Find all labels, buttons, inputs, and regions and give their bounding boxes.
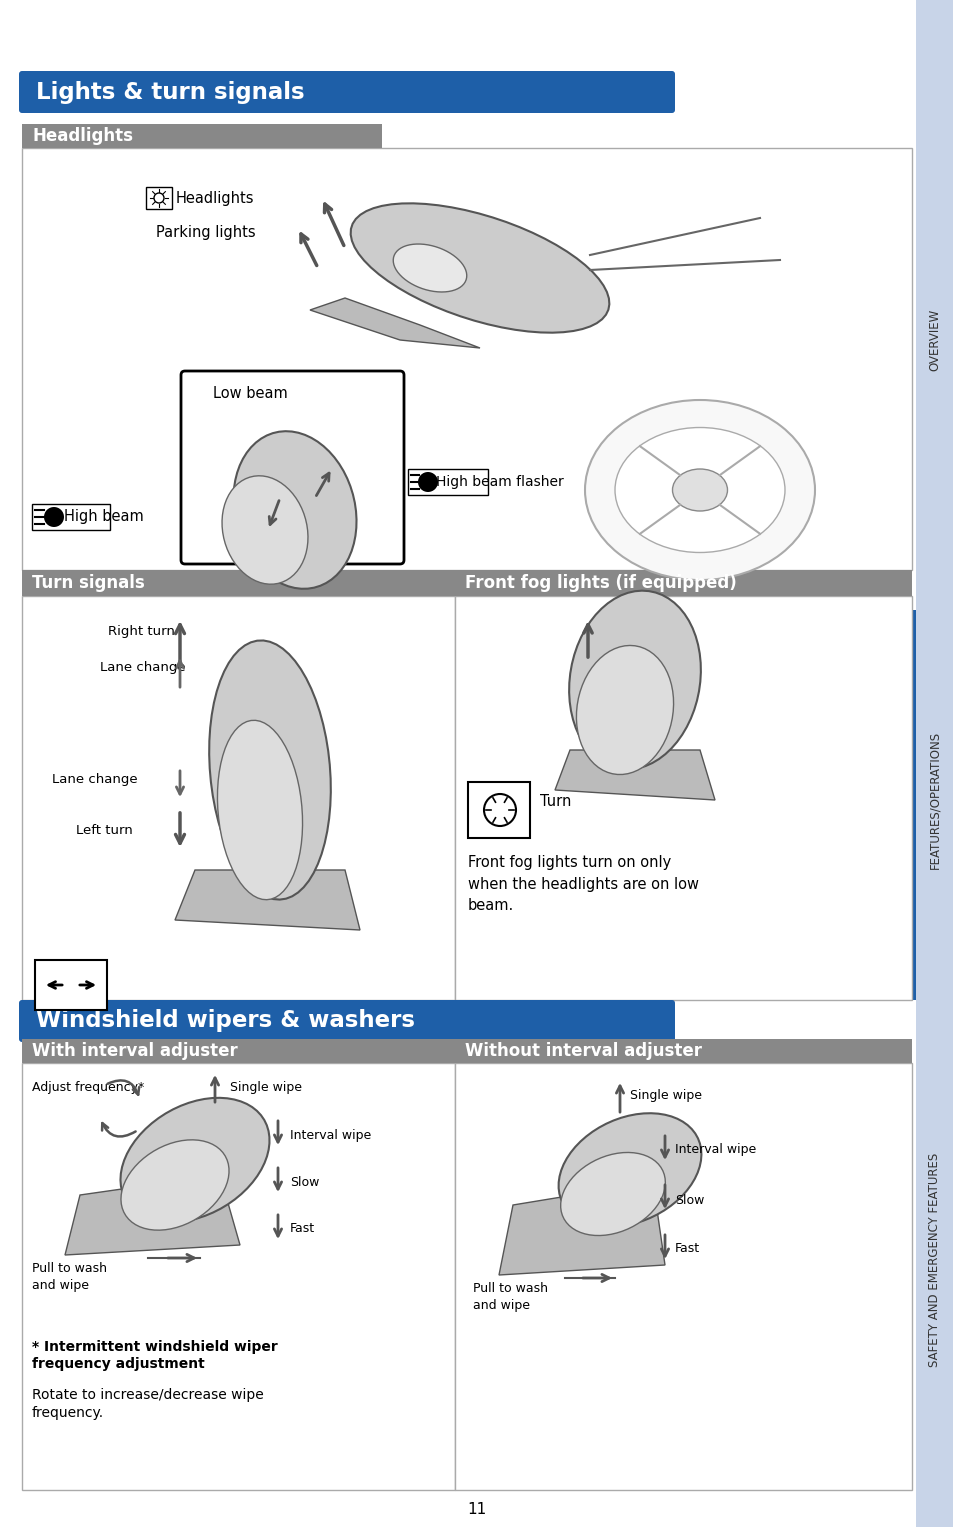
FancyBboxPatch shape <box>19 70 675 113</box>
Text: SAFETY AND EMERGENCY FEATURES: SAFETY AND EMERGENCY FEATURES <box>927 1153 941 1367</box>
Text: Pull to wash
and wipe: Pull to wash and wipe <box>473 1283 547 1312</box>
Polygon shape <box>233 431 356 589</box>
Polygon shape <box>120 1098 269 1222</box>
Polygon shape <box>65 1174 240 1255</box>
Text: Lights & turn signals: Lights & turn signals <box>36 81 304 104</box>
Text: Fast: Fast <box>290 1222 314 1234</box>
Bar <box>455 570 911 596</box>
Text: Fast: Fast <box>675 1241 700 1255</box>
Text: Adjust frequency*: Adjust frequency* <box>32 1081 144 1093</box>
Circle shape <box>153 192 164 203</box>
Ellipse shape <box>584 400 814 580</box>
Text: Turn signals: Turn signals <box>32 574 145 592</box>
Text: Interval wipe: Interval wipe <box>290 1128 371 1142</box>
Ellipse shape <box>615 428 784 553</box>
Polygon shape <box>560 1153 664 1235</box>
Text: Headlights: Headlights <box>175 191 254 206</box>
Polygon shape <box>121 1139 229 1231</box>
Text: With interval adjuster: With interval adjuster <box>32 1041 237 1060</box>
Circle shape <box>483 794 516 826</box>
Bar <box>22 1063 455 1490</box>
Text: * Intermittent windshield wiper
frequency adjustment: * Intermittent windshield wiper frequenc… <box>32 1341 277 1371</box>
Bar <box>408 469 488 495</box>
Text: Lane change: Lane change <box>100 661 186 675</box>
Bar <box>32 504 110 530</box>
Polygon shape <box>209 640 331 899</box>
Polygon shape <box>222 476 308 585</box>
Bar <box>903 609 915 1000</box>
Polygon shape <box>351 203 609 333</box>
Text: Windshield wipers & washers: Windshield wipers & washers <box>36 1009 415 1032</box>
Ellipse shape <box>672 469 727 512</box>
Text: Front fog lights (if equipped): Front fog lights (if equipped) <box>464 574 736 592</box>
Bar <box>22 570 455 596</box>
Bar <box>35 960 107 1009</box>
FancyBboxPatch shape <box>19 1000 675 1041</box>
Polygon shape <box>569 591 700 770</box>
Polygon shape <box>310 298 479 348</box>
Bar <box>455 596 911 1000</box>
Text: FEATURES/OPERATIONS: FEATURES/OPERATIONS <box>927 731 941 869</box>
Polygon shape <box>174 870 359 930</box>
Text: Lane change: Lane change <box>52 774 137 786</box>
Polygon shape <box>498 1182 664 1275</box>
Polygon shape <box>555 750 714 800</box>
Text: Parking lights: Parking lights <box>156 226 255 240</box>
Bar <box>915 0 953 1527</box>
Circle shape <box>44 507 64 527</box>
Text: High beam: High beam <box>64 510 144 524</box>
Text: Without interval adjuster: Without interval adjuster <box>464 1041 701 1060</box>
Bar <box>22 596 455 1000</box>
Bar <box>468 782 530 838</box>
Text: Single wipe: Single wipe <box>629 1089 701 1101</box>
Bar <box>22 148 911 570</box>
Text: Headlights: Headlights <box>32 127 132 145</box>
Text: High beam flasher: High beam flasher <box>436 475 563 489</box>
Text: Left turn: Left turn <box>76 823 132 837</box>
Circle shape <box>417 472 437 492</box>
Text: Low beam: Low beam <box>213 385 288 400</box>
Text: 11: 11 <box>467 1503 486 1518</box>
Text: Front fog lights turn on only
when the headlights are on low
beam.: Front fog lights turn on only when the h… <box>468 855 699 913</box>
Polygon shape <box>576 646 673 774</box>
Bar <box>22 124 381 148</box>
Text: Turn: Turn <box>539 794 571 809</box>
Polygon shape <box>558 1113 700 1226</box>
Bar <box>146 186 172 209</box>
Text: Right turn: Right turn <box>108 626 174 638</box>
Bar <box>455 1038 911 1063</box>
Polygon shape <box>393 244 466 292</box>
Text: Slow: Slow <box>675 1194 703 1206</box>
Text: OVERVIEW: OVERVIEW <box>927 308 941 371</box>
Text: Single wipe: Single wipe <box>230 1081 302 1093</box>
FancyBboxPatch shape <box>181 371 403 563</box>
Text: Interval wipe: Interval wipe <box>675 1144 756 1156</box>
Polygon shape <box>217 721 302 899</box>
Bar <box>455 1063 911 1490</box>
Bar <box>22 1038 455 1063</box>
Text: Pull to wash
and wipe: Pull to wash and wipe <box>32 1261 107 1292</box>
Text: Rotate to increase/decrease wipe
frequency.: Rotate to increase/decrease wipe frequen… <box>32 1388 263 1420</box>
Text: Slow: Slow <box>290 1176 319 1188</box>
